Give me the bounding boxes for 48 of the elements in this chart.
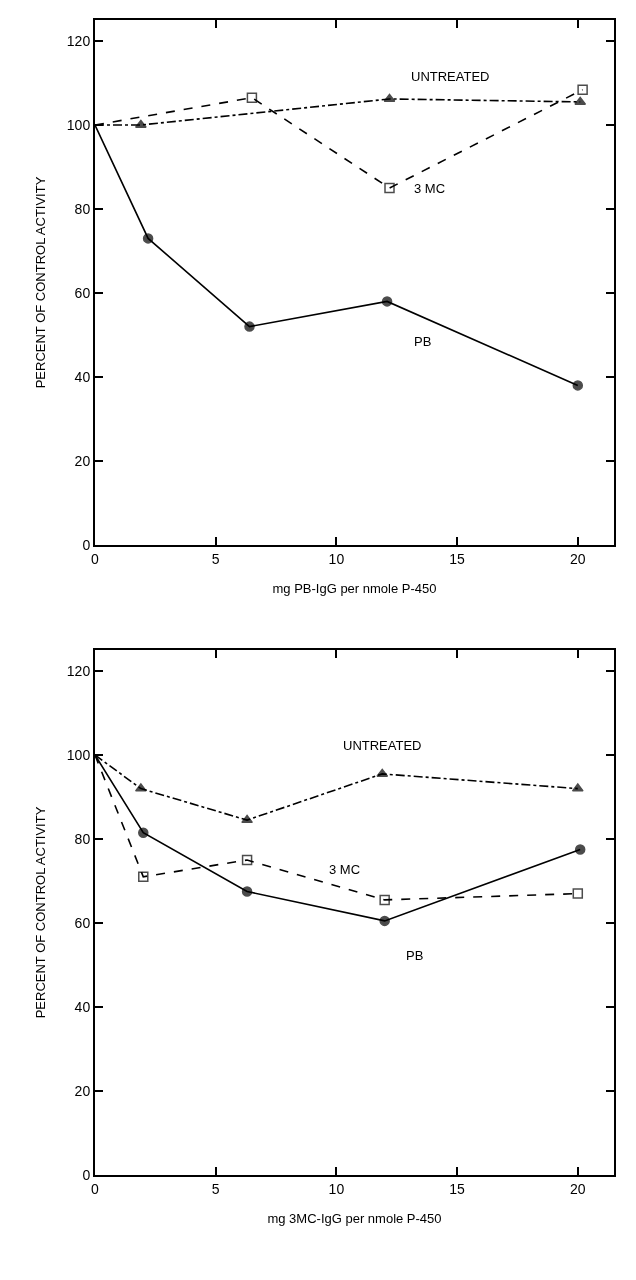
y-axis-title: PERCENT OF CONTROL ACTIVITY — [33, 806, 49, 1019]
y-tick-label: 60 — [74, 914, 91, 931]
x-tick-label: 15 — [449, 550, 466, 567]
x-tick-label: 15 — [449, 1180, 466, 1197]
x-tick-label: 20 — [570, 1180, 586, 1197]
y-tick-label: 0 — [82, 1166, 91, 1183]
y-tick-label: 0 — [82, 536, 91, 553]
point — [246, 92, 258, 103]
point — [379, 915, 390, 927]
y-tick-label: 100 — [66, 116, 91, 133]
point — [138, 871, 149, 883]
y-tick-label: 80 — [74, 830, 91, 847]
text: PB — [406, 948, 424, 963]
series-label: PB — [414, 334, 432, 349]
point — [381, 296, 393, 307]
x-tick-label: 20 — [570, 550, 586, 567]
x-tick-label: 10 — [328, 550, 345, 567]
y-tick-label: 20 — [74, 1082, 91, 1099]
point — [572, 888, 584, 899]
y-tick-label: 120 — [66, 32, 91, 49]
y-tick-label: 60 — [74, 284, 91, 301]
y-tick-label: 80 — [74, 200, 91, 217]
y-axis-title: PERCENT OF CONTROL ACTIVITY — [33, 176, 49, 389]
x-tick-label: 5 — [211, 550, 220, 567]
point — [241, 886, 253, 897]
y-tick-label: 40 — [74, 368, 91, 385]
x-tick-label: 5 — [211, 1180, 220, 1197]
y-tick-label: 120 — [66, 662, 91, 679]
point — [142, 233, 154, 244]
series-label: UNTREATED — [343, 738, 422, 753]
point — [241, 854, 253, 866]
x-axis-title: mg PB-IgG per nmole P-450 — [272, 580, 437, 596]
series-label: 3 MC — [329, 862, 361, 877]
point — [138, 827, 149, 838]
point — [577, 84, 588, 95]
point — [572, 380, 584, 391]
point — [241, 814, 254, 824]
point — [379, 894, 390, 906]
series-label: 3 MC — [414, 181, 446, 196]
point — [244, 321, 255, 332]
y-tick-label: 100 — [66, 746, 91, 763]
y-tick-label: 40 — [74, 998, 91, 1015]
x-axis-title: mg 3MC-IgG per nmole P-450 — [267, 1210, 442, 1226]
y-tick-label: 20 — [74, 452, 91, 469]
point — [384, 182, 395, 194]
x-tick-label: 10 — [328, 1180, 345, 1197]
series-label: UNTREATED — [411, 69, 490, 84]
point — [574, 844, 586, 855]
